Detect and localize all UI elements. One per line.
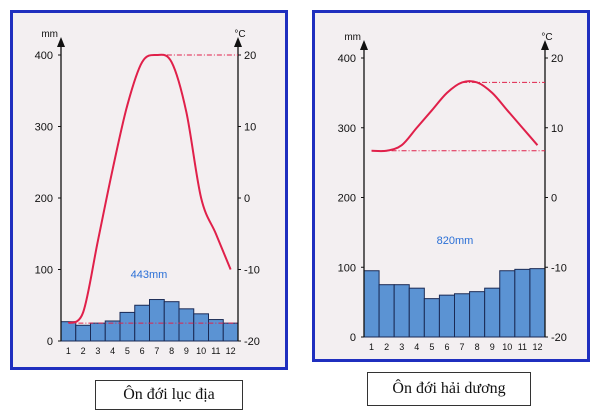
precip-bar bbox=[529, 268, 546, 338]
left-tick-label: 100 bbox=[35, 265, 53, 277]
month-label: 4 bbox=[414, 342, 419, 352]
month-label: 6 bbox=[444, 342, 449, 352]
month-label: 3 bbox=[95, 346, 100, 356]
precip-bar bbox=[363, 270, 380, 338]
right-tick-label: 20 bbox=[551, 53, 563, 65]
precip-bar bbox=[149, 299, 165, 342]
precip-bar bbox=[104, 320, 121, 342]
left-tick-label: 0 bbox=[47, 336, 53, 348]
month-label: 2 bbox=[384, 342, 389, 352]
left-tick-label: 200 bbox=[338, 193, 356, 205]
precip-bar bbox=[60, 321, 77, 342]
chart-panel-oceanic: mm °C 0 100 200 300 400 -20 -10 0 10 20 1 2 3 4 5 6 7 8 9 10 1… bbox=[312, 10, 590, 362]
precip-bar bbox=[90, 322, 106, 342]
right-tick-label: 0 bbox=[244, 193, 250, 205]
month-label: 10 bbox=[196, 346, 206, 356]
precip-bar bbox=[378, 284, 395, 338]
left-axis-unit: mm bbox=[344, 32, 361, 43]
precip-bar bbox=[393, 284, 410, 338]
annual-precip-label: 820mm bbox=[437, 235, 474, 247]
precip-bar bbox=[75, 324, 91, 342]
annual-precip-label: 443mm bbox=[131, 269, 168, 281]
right-tick-label: 10 bbox=[244, 122, 256, 134]
right-tick-label: -20 bbox=[551, 332, 567, 344]
precip-bar bbox=[193, 313, 209, 342]
right-tick-label: -20 bbox=[244, 336, 260, 348]
left-tick-label: 300 bbox=[35, 122, 53, 134]
right-tick-label: 10 bbox=[551, 123, 563, 135]
month-label: 1 bbox=[369, 342, 374, 352]
month-label: 5 bbox=[125, 346, 130, 356]
month-label: 12 bbox=[226, 346, 236, 356]
right-tick-label: -10 bbox=[244, 265, 260, 277]
left-tick-label: 300 bbox=[338, 123, 356, 135]
right-tick-label: 20 bbox=[244, 50, 256, 62]
precip-bar bbox=[469, 291, 486, 338]
month-label: 12 bbox=[532, 342, 542, 352]
left-axis-unit: mm bbox=[41, 29, 58, 40]
precip-bar bbox=[514, 268, 531, 338]
right-tick-label: 0 bbox=[551, 193, 557, 205]
month-label: 4 bbox=[110, 346, 115, 356]
right-axis-unit: °C bbox=[541, 32, 552, 43]
left-tick-label: 100 bbox=[338, 262, 356, 274]
temperature-line bbox=[67, 53, 232, 325]
month-label: 1 bbox=[66, 346, 71, 356]
month-label: 11 bbox=[518, 342, 527, 352]
month-label: 10 bbox=[502, 342, 512, 352]
left-tick-label: 400 bbox=[338, 53, 356, 65]
month-label: 7 bbox=[154, 346, 159, 356]
left-tick-label: 0 bbox=[350, 332, 356, 344]
left-tick-label: 200 bbox=[35, 193, 53, 205]
month-label: 8 bbox=[475, 342, 480, 352]
month-label: 9 bbox=[490, 342, 495, 352]
temperature-line bbox=[371, 80, 539, 153]
precip-bar bbox=[454, 293, 471, 338]
precip-bar bbox=[408, 287, 425, 338]
precip-bar bbox=[163, 301, 180, 342]
chart-panel-continental: mm °C 0 100 200 300 400 -20 -10 0 10 20 1 2 3 4 5 6 7 8 9 10 1… bbox=[10, 10, 288, 370]
month-label: 7 bbox=[460, 342, 465, 352]
right-axis-arrow bbox=[234, 37, 242, 47]
precip-bar bbox=[423, 298, 440, 338]
month-label: 6 bbox=[140, 346, 145, 356]
precip-bar bbox=[499, 270, 516, 338]
precip-bar bbox=[119, 311, 136, 342]
left-tick-label: 400 bbox=[35, 50, 53, 62]
precip-bar bbox=[484, 287, 501, 338]
precip-bar bbox=[222, 322, 239, 342]
precip-bar bbox=[178, 308, 195, 342]
month-label: 8 bbox=[169, 346, 174, 356]
month-label: 9 bbox=[184, 346, 189, 356]
month-label: 2 bbox=[81, 346, 86, 356]
precip-bar bbox=[438, 294, 455, 338]
left-axis-arrow bbox=[57, 37, 65, 47]
month-label: 3 bbox=[399, 342, 404, 352]
caption-oceanic: Ôn đới hải dương bbox=[367, 372, 531, 406]
left-axis-arrow bbox=[360, 40, 368, 50]
right-tick-label: -10 bbox=[551, 262, 567, 274]
month-label: 11 bbox=[211, 346, 220, 356]
right-axis-arrow bbox=[541, 40, 549, 50]
right-axis-unit: °C bbox=[234, 29, 245, 40]
caption-continental: Ôn đới lục địa bbox=[95, 380, 243, 410]
month-label: 5 bbox=[429, 342, 434, 352]
